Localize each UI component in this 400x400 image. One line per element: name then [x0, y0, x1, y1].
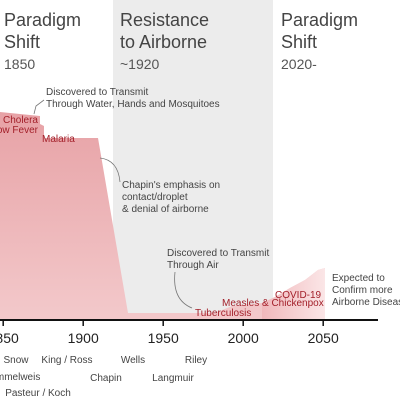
- era-date: ~1920: [120, 56, 160, 72]
- person-label: Chapin: [90, 373, 122, 384]
- leader-line: [33, 99, 45, 115]
- annotation: Confirm more: [332, 285, 393, 296]
- era-title: Shift: [281, 32, 317, 52]
- x-tick-label: 1850: [0, 330, 19, 346]
- era-band: [113, 0, 273, 320]
- annotation: Airborne Diseases: [332, 297, 400, 308]
- era-title: Shift: [4, 32, 40, 52]
- x-tick-label: 2000: [228, 330, 259, 346]
- annotation: Through Air: [167, 260, 219, 271]
- leader-line: [99, 157, 121, 183]
- annotation: Through Water, Hands and Mosquitoes: [46, 99, 220, 110]
- area-tail: [262, 268, 325, 320]
- annotation: Discovered to Transmit: [167, 248, 269, 259]
- era-title: Paradigm: [281, 10, 358, 30]
- leader-line: [174, 271, 193, 309]
- disease-label: COVID-19: [275, 290, 322, 301]
- era-title: Resistance: [120, 10, 209, 30]
- disease-label: Cholera: [3, 115, 38, 126]
- disease-label: Malaria: [42, 134, 75, 145]
- era-date: 1850: [4, 56, 35, 72]
- area-shape: [0, 112, 325, 320]
- x-tick-label: 1950: [148, 330, 179, 346]
- person-label: Semmelweis: [0, 372, 40, 383]
- person-label: Riley: [185, 355, 207, 366]
- disease-label: Yellow Fever: [0, 125, 39, 136]
- person-label: King / Ross: [41, 355, 92, 366]
- disease-label: Measles & Chickenpox: [222, 298, 324, 309]
- person-label: Wells: [121, 355, 145, 366]
- person-label: Pasteur / Koch: [5, 388, 71, 399]
- annotation: Chapin's emphasis on: [122, 180, 220, 191]
- era-title: Paradigm: [4, 10, 81, 30]
- x-tick-label: 2050: [308, 330, 339, 346]
- person-label: Snow: [3, 355, 29, 366]
- annotation: Discovered to Transmit: [46, 87, 148, 98]
- era-date: 2020-: [281, 56, 317, 72]
- x-tick-label: 1900: [68, 330, 99, 346]
- disease-label: Tuberculosis: [195, 308, 251, 319]
- annotation: contact/droplet: [122, 192, 188, 203]
- person-label: Langmuir: [152, 373, 194, 384]
- era-title: to Airborne: [120, 32, 207, 52]
- annotation: & denial of airborne: [122, 204, 209, 215]
- annotation: Expected to: [332, 273, 385, 284]
